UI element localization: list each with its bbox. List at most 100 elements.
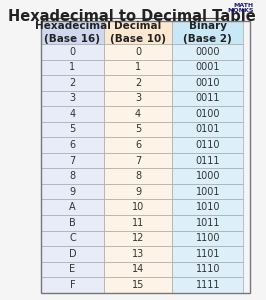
Bar xyxy=(172,230,243,246)
Text: 1010: 1010 xyxy=(196,202,220,212)
Text: Hexadecimal
(Base 16): Hexadecimal (Base 16) xyxy=(35,21,110,44)
Text: Binary
(Base 2): Binary (Base 2) xyxy=(184,21,232,44)
Text: 12: 12 xyxy=(132,233,144,243)
Bar xyxy=(104,153,172,168)
Bar xyxy=(172,106,243,122)
Bar xyxy=(41,215,104,230)
Bar xyxy=(172,168,243,184)
Text: 0110: 0110 xyxy=(196,140,220,150)
Bar xyxy=(104,75,172,91)
Text: 4: 4 xyxy=(69,109,76,119)
Text: 13: 13 xyxy=(132,249,144,259)
Text: 7: 7 xyxy=(69,156,76,166)
Bar xyxy=(41,106,104,122)
Text: 5: 5 xyxy=(135,124,141,134)
Text: 7: 7 xyxy=(135,156,141,166)
Bar xyxy=(41,262,104,277)
Bar xyxy=(41,91,104,106)
Bar xyxy=(41,246,104,262)
Bar xyxy=(104,230,172,246)
Text: 0100: 0100 xyxy=(196,109,220,119)
Bar xyxy=(172,44,243,60)
Text: 1000: 1000 xyxy=(196,171,220,181)
Text: Hexadecimal to Decimal Table: Hexadecimal to Decimal Table xyxy=(8,9,256,24)
Bar xyxy=(172,262,243,277)
Text: 0000: 0000 xyxy=(196,47,220,57)
Text: 0111: 0111 xyxy=(196,156,220,166)
Text: 3: 3 xyxy=(135,93,141,103)
Text: 10: 10 xyxy=(132,202,144,212)
Text: 0101: 0101 xyxy=(196,124,220,134)
Bar xyxy=(41,21,104,44)
Text: 6: 6 xyxy=(69,140,76,150)
Bar xyxy=(172,60,243,75)
Text: 9: 9 xyxy=(135,187,141,197)
Bar xyxy=(104,137,172,153)
Text: 1110: 1110 xyxy=(196,264,220,274)
Bar xyxy=(104,21,172,44)
Text: 2: 2 xyxy=(135,78,141,88)
Bar xyxy=(172,21,243,44)
Bar xyxy=(41,230,104,246)
Bar xyxy=(104,200,172,215)
Bar xyxy=(41,153,104,168)
Bar xyxy=(41,184,104,200)
Text: 0010: 0010 xyxy=(196,78,220,88)
Bar xyxy=(172,200,243,215)
Text: 9: 9 xyxy=(69,187,76,197)
Bar xyxy=(104,277,172,293)
Bar xyxy=(172,153,243,168)
Text: 1001: 1001 xyxy=(196,187,220,197)
Bar xyxy=(172,277,243,293)
Bar xyxy=(41,200,104,215)
Bar xyxy=(104,44,172,60)
Bar xyxy=(41,168,104,184)
Text: 0: 0 xyxy=(69,47,76,57)
Bar xyxy=(41,277,104,293)
Bar xyxy=(104,91,172,106)
Text: 1100: 1100 xyxy=(196,233,220,243)
Bar xyxy=(104,262,172,277)
Bar xyxy=(172,215,243,230)
Text: 1101: 1101 xyxy=(196,249,220,259)
Bar xyxy=(104,60,172,75)
Text: 1111: 1111 xyxy=(196,280,220,290)
Text: 4: 4 xyxy=(135,109,141,119)
Bar xyxy=(172,184,243,200)
Bar xyxy=(104,168,172,184)
Text: 15: 15 xyxy=(132,280,144,290)
Bar xyxy=(41,44,104,60)
Bar xyxy=(104,246,172,262)
Bar xyxy=(172,246,243,262)
Text: 1: 1 xyxy=(135,62,141,72)
Text: 0: 0 xyxy=(135,47,141,57)
Text: 8: 8 xyxy=(135,171,141,181)
Text: 1011: 1011 xyxy=(196,218,220,228)
Bar xyxy=(104,184,172,200)
Text: D: D xyxy=(69,249,76,259)
Text: 1: 1 xyxy=(69,62,76,72)
Text: F: F xyxy=(70,280,75,290)
Text: MATH
MONKS: MATH MONKS xyxy=(227,3,254,13)
Bar xyxy=(172,91,243,106)
Bar xyxy=(41,60,104,75)
Bar xyxy=(104,106,172,122)
Text: 2: 2 xyxy=(69,78,76,88)
Text: A: A xyxy=(69,202,76,212)
Bar xyxy=(104,122,172,137)
Text: 11: 11 xyxy=(132,218,144,228)
Text: 14: 14 xyxy=(132,264,144,274)
Text: 6: 6 xyxy=(135,140,141,150)
Text: C: C xyxy=(69,233,76,243)
Text: 0001: 0001 xyxy=(196,62,220,72)
Text: E: E xyxy=(69,264,76,274)
Text: 3: 3 xyxy=(69,93,76,103)
Bar xyxy=(104,215,172,230)
Bar xyxy=(41,122,104,137)
Text: Decimal
(Base 10): Decimal (Base 10) xyxy=(110,21,166,44)
Text: B: B xyxy=(69,218,76,228)
Bar xyxy=(172,122,243,137)
Bar xyxy=(172,137,243,153)
Text: 0011: 0011 xyxy=(196,93,220,103)
Bar xyxy=(41,75,104,91)
